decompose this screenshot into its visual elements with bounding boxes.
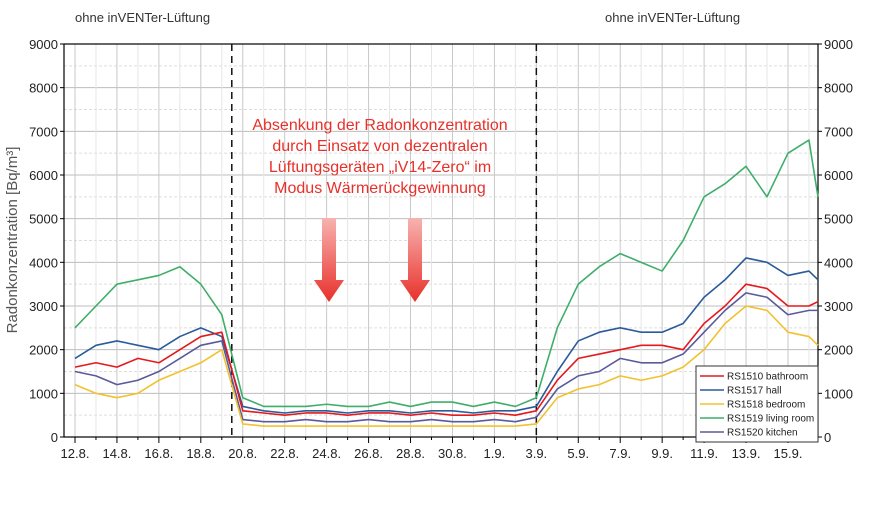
x-tick-label: 24.8.	[312, 446, 341, 461]
down-arrow-icon	[400, 218, 430, 302]
annotation-line-4: Modus Wärmerückgewinnung	[274, 180, 486, 197]
down-arrow-icon	[314, 218, 344, 302]
x-tick-label: 22.8.	[270, 446, 299, 461]
series-line-rs1510-bathroom	[74, 283, 819, 416]
plot-frame	[63, 43, 819, 438]
x-tick-label: 11.9.	[690, 446, 718, 461]
x-tick-label: 12.8.	[61, 446, 90, 461]
y-tick-label-right: 8000	[824, 81, 853, 96]
series-line-rs1520-kitchen	[74, 292, 818, 423]
legend-label: RS1519 living room	[727, 414, 814, 425]
legend-label: RS1520 kitchen	[727, 428, 798, 439]
series-line-rs1517-hall	[74, 257, 819, 414]
annotation-line-3: Lüftungsgeräten „iV14-Zero“ im	[269, 159, 491, 176]
legend-label: RS1517 hall	[727, 386, 781, 397]
y-tick-label-right: 6000	[824, 168, 853, 183]
y-tick-label-left: 0	[51, 430, 58, 445]
y-tick-label-left: 4000	[29, 255, 58, 270]
x-tick-label: 20.8.	[228, 446, 257, 461]
y-tick-label-right: 9000	[824, 37, 853, 52]
annotation-right-top: ohne inVENTer-Lüftung	[605, 10, 740, 25]
y-tick-label-right: 5000	[824, 212, 853, 227]
x-tick-label: 18.8.	[186, 446, 215, 461]
y-tick-label-right: 3000	[824, 299, 853, 314]
annotation-line-2: durch Einsatz von dezentralen	[272, 138, 487, 155]
y-tick-label-right: 7000	[824, 124, 853, 139]
series-line-rs1519-living-room	[74, 139, 819, 408]
x-tick-label: 9.9.	[651, 446, 673, 461]
y-tick-label-right: 0	[824, 430, 831, 445]
y-axis-label: Radonkonzentration [Bq/m³]	[4, 147, 21, 334]
y-tick-label-left: 8000	[29, 81, 58, 96]
y-tick-label-left: 3000	[29, 299, 58, 314]
series-lines	[74, 139, 819, 427]
legend-label: RS1518 bedroom	[727, 400, 805, 411]
legend: RS1510 bathroom RS1517 hall RS1518 bedroom…	[695, 365, 819, 443]
y-tick-label-left: 7000	[29, 124, 58, 139]
x-tick-label: 15.9.	[774, 446, 803, 461]
y-tick-label-left: 2000	[29, 343, 58, 358]
x-tick-label: 26.8.	[354, 446, 383, 461]
x-tick-label: 13.9.	[732, 446, 761, 461]
y-tick-label-left: 9000	[29, 37, 58, 52]
x-tick-label: 5.9.	[567, 446, 589, 461]
series-line-rs1518-bedroom	[74, 305, 819, 427]
x-tick-label: 3.9.	[525, 446, 547, 461]
y-tick-label-right: 2000	[824, 343, 853, 358]
y-tick-label-left: 6000	[29, 168, 58, 183]
x-tick-label: 16.8.	[144, 446, 173, 461]
annotation-center: Absenkung der Radonkonzentration durch E…	[252, 117, 507, 197]
x-tick-label: 30.8.	[438, 446, 467, 461]
y-tick-label-left: 1000	[29, 386, 58, 401]
x-tick-label: 14.8.	[102, 446, 131, 461]
x-tick-label: 1.9.	[484, 446, 506, 461]
y-tick-label-right: 1000	[824, 386, 853, 401]
y-tick-label-left: 5000	[29, 212, 58, 227]
y-tick-label-right: 4000	[824, 255, 853, 270]
x-tick-label: 28.8.	[396, 446, 425, 461]
annotation-left-top: ohne inVENTer-Lüftung	[75, 10, 210, 25]
x-tick-label: 7.9.	[609, 446, 631, 461]
legend-label: RS1510 bathroom	[727, 372, 808, 383]
annotation-line-1: Absenkung der Radonkonzentration	[252, 117, 507, 134]
